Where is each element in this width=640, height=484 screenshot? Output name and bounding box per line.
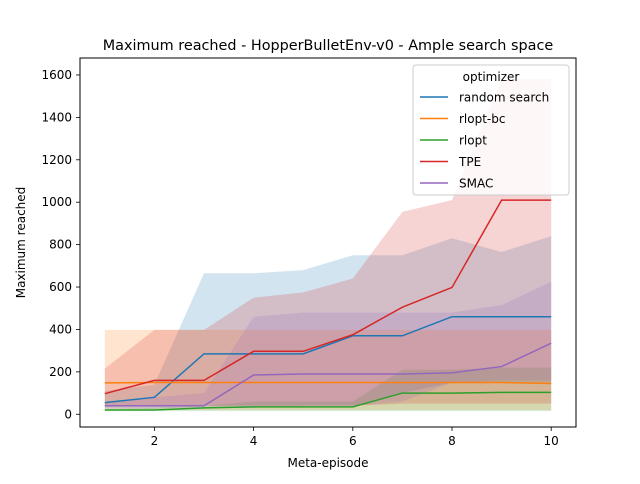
legend-label-smac: SMAC [459,177,493,191]
y-tick-label: 600 [49,280,72,294]
y-tick-label: 1400 [41,110,72,124]
series-line-rlopt-bc [104,381,552,385]
chart-title: Maximum reached - HopperBulletEnv-v0 - A… [103,38,554,54]
y-tick-label: 0 [64,407,72,421]
confidence-bands [104,79,552,412]
y-tick-label: 1000 [41,195,72,209]
x-tick-label: 2 [151,434,159,448]
legend-label-rlopt-bc: rlopt-bc [459,112,505,126]
series-line-smac [104,342,552,407]
y-tick-label: 800 [49,238,72,252]
y-axis-ticks: 0 200 400 600 800 1000 1200 1400 1600 [41,68,80,421]
x-axis-label: Meta-episode [287,456,368,470]
legend-items: random search rlopt-bc rlopt TPE SMAC [420,91,549,191]
series-line-tpe [104,199,552,395]
x-tick-label: 10 [544,434,559,448]
legend-box [412,64,570,196]
band-tpe [104,79,552,406]
legend-title: optimizer [463,70,520,84]
y-axis-label: Maximum reached [14,187,28,299]
band-rlopt-bc [104,329,552,411]
legend-label-tpe: TPE [458,155,481,169]
y-tick-label: 1200 [41,153,72,167]
series-line-rlopt [104,391,552,411]
series-line-random-search [104,315,552,404]
legend-label-rlopt: rlopt [459,134,487,148]
y-tick-label: 400 [49,322,72,336]
x-axis-ticks: 2 4 6 8 10 [151,427,559,448]
x-tick-label: 6 [349,434,357,448]
band-rlopt [104,367,552,412]
legend: optimizer random search rlopt-bc rlopt TPE S… [412,64,570,196]
x-tick-label: 8 [448,434,456,448]
y-tick-label: 200 [49,365,72,379]
band-random-search [104,236,552,409]
x-tick-label: 4 [250,434,258,448]
plot-frame [79,57,577,428]
series-lines [104,199,552,411]
legend-label-random-search: random search [459,91,549,105]
y-tick-label: 1600 [41,68,72,82]
